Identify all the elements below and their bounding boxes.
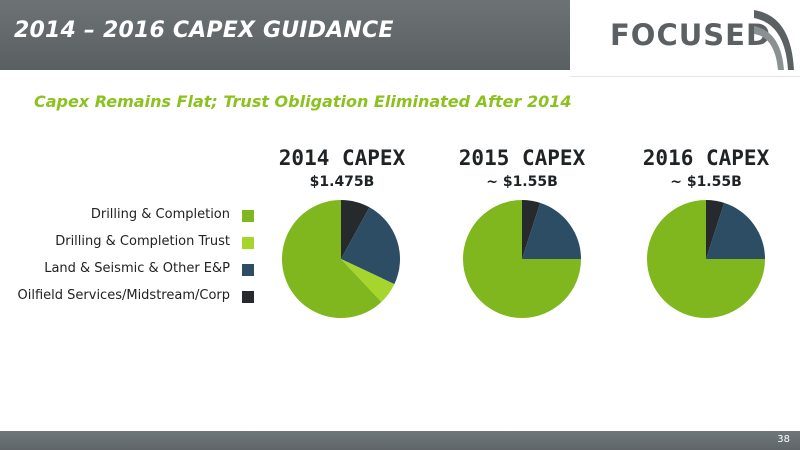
pie-chart-2015 [463, 200, 581, 318]
pie-title-2014: 2014 CAPEX [278, 146, 406, 170]
pie-title-2016: 2016 CAPEX [642, 146, 770, 170]
pie-title-2015: 2015 CAPEX [458, 146, 586, 170]
legend-label: Drilling & Completion Trust [55, 234, 230, 249]
slice-oilfield-services [341, 200, 370, 259]
legend-label: Land & Seismic & Other E&P [44, 261, 230, 276]
pie-total-2014: $1.475B [309, 174, 375, 190]
pie-chart-2014 [281, 200, 400, 318]
logo-area: FOCUSED [570, 0, 800, 77]
pie-total-2015: ~ $1.55B [486, 174, 558, 190]
company-logo-text: FOCUSED [610, 18, 772, 52]
legend-swatch [242, 264, 254, 276]
slice-oilfield-services [706, 200, 725, 259]
legend-swatch [242, 210, 254, 222]
logo-swoosh-icon [754, 10, 794, 70]
legend-label: Drilling & Completion [90, 207, 230, 222]
legend-item-drilling-completion: Drilling & Completion [20, 204, 256, 231]
slice-land-seismic [341, 207, 400, 285]
slice-oilfield-services [522, 200, 541, 259]
slide-subtitle: Capex Remains Flat; Trust Obligation Eli… [34, 92, 572, 111]
slice-drilling-completion [647, 200, 765, 318]
legend-item-land-seismic: Land & Seismic & Other E&P [20, 258, 256, 285]
slice-drilling-completion [463, 200, 581, 318]
legend-swatch [242, 237, 254, 249]
slice-drilling-completion [281, 200, 382, 318]
footer-bar: 38 [0, 431, 800, 450]
legend-item-oilfield-services: Oilfield Services/Midstream/Corp [17, 285, 256, 312]
legend-label: Oilfield Services/Midstream/Corp [17, 288, 230, 303]
chart-legend: Drilling & Completion Drilling & Complet… [17, 204, 256, 312]
pie-total-2016: ~ $1.55B [670, 174, 742, 190]
slide-title: 2014 – 2016 CAPEX GUIDANCE [14, 18, 394, 43]
slice-land-seismic [706, 202, 765, 259]
page-number: 38 [777, 434, 790, 445]
slice-drilling-completion-trust [341, 259, 395, 303]
legend-item-drilling-completion-trust: Drilling & Completion Trust [20, 231, 256, 258]
pie-chart-2016 [647, 200, 765, 318]
legend-swatch [242, 291, 254, 303]
slice-land-seismic [522, 202, 581, 259]
